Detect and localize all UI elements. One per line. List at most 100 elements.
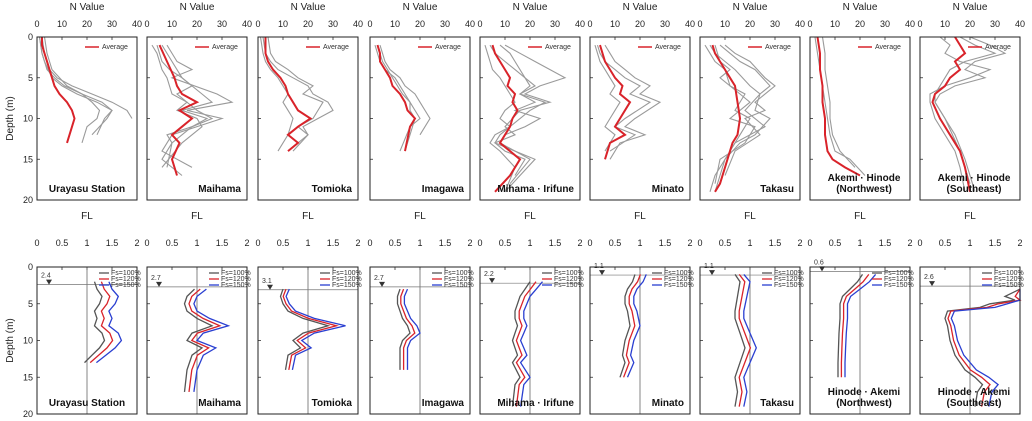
x-tick-label: 0 xyxy=(917,238,922,248)
fl-line-2 xyxy=(840,274,870,378)
x-axis-title: FL xyxy=(854,211,866,222)
legend-label: Fs=120% xyxy=(111,276,141,283)
fl-line-1 xyxy=(279,288,331,371)
x-axis-title: N Value xyxy=(403,2,438,13)
site-label: (Northwest) xyxy=(836,184,892,195)
fl-line-2 xyxy=(622,274,642,378)
profile-line xyxy=(374,44,421,152)
x-tick-label: 40 xyxy=(795,19,805,29)
average-line xyxy=(931,36,971,193)
legend-label: Average xyxy=(985,44,1011,51)
legend-label: Fs=150% xyxy=(332,282,362,289)
fl-line-3 xyxy=(844,273,877,378)
water-table-label: 2.6 xyxy=(924,274,934,281)
legend-label: Fs=120% xyxy=(994,276,1024,283)
panel-1-5: FL0 0.5 1 1.5 21.1Fs=100%Fs=120%Fs=150%Minat… xyxy=(587,211,694,415)
panel-frame xyxy=(257,266,359,415)
x-tick-label: 2 xyxy=(797,238,802,248)
fl-line-1 xyxy=(396,288,411,370)
x-tick-label: 0 xyxy=(587,19,592,29)
legend-label: Average xyxy=(435,44,461,51)
legend-label: Average xyxy=(765,44,791,51)
panel-1-4: FL 0 0.5 1 1.5 2 2.2 Fs=100%Fs=120%Fs=150% Miham… xyxy=(477,211,584,415)
x-axis-title: N Value xyxy=(953,2,988,13)
profile-line xyxy=(161,44,214,168)
legend-label: Fs=120% xyxy=(332,276,362,283)
x-tick-label: 0 xyxy=(255,19,260,29)
site-label: Akemi · Hinode xyxy=(828,173,901,184)
profile-line xyxy=(38,36,113,136)
legend-label: Fs=120% xyxy=(884,276,914,283)
x-tick-label: 1 xyxy=(857,238,862,248)
average-line xyxy=(599,44,632,160)
panel-frame xyxy=(919,266,1021,415)
legend-label: Fs=100% xyxy=(332,270,362,277)
legend-label: Fs=150% xyxy=(664,282,694,289)
x-tick-label: 10 xyxy=(57,19,67,29)
y-tick-label: 5 xyxy=(28,73,33,83)
panel-frame xyxy=(589,266,691,415)
x-tick-label: 1 xyxy=(417,238,422,248)
x-tick-label: 0 xyxy=(255,238,260,248)
profile-line xyxy=(161,44,234,168)
fl-line-3 xyxy=(403,288,421,370)
x-tick-label: 0 xyxy=(917,19,922,29)
fl-line-3 xyxy=(626,274,647,378)
fl-line-1 xyxy=(84,281,106,364)
x-tick-label: 30 xyxy=(770,19,780,29)
x-tick-label: 0.5 xyxy=(609,238,622,248)
water-table-icon xyxy=(267,284,273,290)
x-tick-label: 1.5 xyxy=(659,238,672,248)
legend-label: Average xyxy=(875,44,901,51)
legend-label: Fs=150% xyxy=(774,282,804,289)
average-line xyxy=(816,36,861,177)
water-table-icon xyxy=(819,266,825,272)
site-label: Takasu xyxy=(760,398,794,409)
site-label: Imagawa xyxy=(422,184,465,195)
x-tick-label: 2 xyxy=(687,238,692,248)
site-label: Tomioka xyxy=(312,184,353,195)
x-tick-label: 0.5 xyxy=(166,238,179,248)
panel-1-1: FL 0 0.5 1 1.5 2 2.7 Fs=100%Fs=120%Fs=150% Maiha… xyxy=(144,211,251,415)
average-line xyxy=(491,44,522,193)
fl-line-1 xyxy=(734,274,746,407)
legend-label: Fs=120% xyxy=(554,276,584,283)
x-axis-title: N Value xyxy=(180,2,215,13)
y-tick-label: 20 xyxy=(23,195,33,205)
fl-line-3 xyxy=(743,273,758,407)
water-table-label: 2.7 xyxy=(151,275,161,282)
x-tick-label: 20 xyxy=(303,19,313,29)
x-tick-label: 20 xyxy=(415,19,425,29)
x-tick-label: 30 xyxy=(107,19,117,29)
panel-1-6: FL0 0.5 1 1.5 21.1Fs=100%Fs=120%Fs=150%Takas… xyxy=(697,211,804,415)
x-tick-label: 30 xyxy=(660,19,670,29)
x-tick-label: 1 xyxy=(637,238,642,248)
legend-label: Fs=150% xyxy=(111,282,141,289)
water-table-label: 2.7 xyxy=(374,275,384,282)
legend-label: Fs=150% xyxy=(444,282,474,289)
x-tick-label: 30 xyxy=(328,19,338,29)
x-tick-label: 0 xyxy=(367,19,372,29)
fl-line-3 xyxy=(519,281,543,407)
x-tick-label: 1.5 xyxy=(327,238,340,248)
panel-frame xyxy=(699,266,801,415)
x-tick-label: 2 xyxy=(244,238,249,248)
x-tick-label: 1.5 xyxy=(439,238,452,248)
fl-line-3 xyxy=(950,289,1021,407)
fl-line-3 xyxy=(285,288,346,371)
x-tick-label: 10 xyxy=(830,19,840,29)
x-tick-label: 0.5 xyxy=(277,238,290,248)
average-line xyxy=(41,37,76,144)
x-tick-label: 0 xyxy=(144,238,149,248)
x-tick-label: 0.5 xyxy=(719,238,732,248)
x-tick-label: 40 xyxy=(465,19,475,29)
y-tick-label: 10 xyxy=(23,336,33,346)
x-axis-title: FL xyxy=(302,211,314,222)
legend-label: Fs=100% xyxy=(994,270,1024,277)
profile-line xyxy=(376,44,416,152)
x-tick-label: 40 xyxy=(685,19,695,29)
x-axis-title: FL xyxy=(191,211,203,222)
water-table-label: 3.1 xyxy=(262,278,272,285)
x-tick-label: 10 xyxy=(167,19,177,29)
